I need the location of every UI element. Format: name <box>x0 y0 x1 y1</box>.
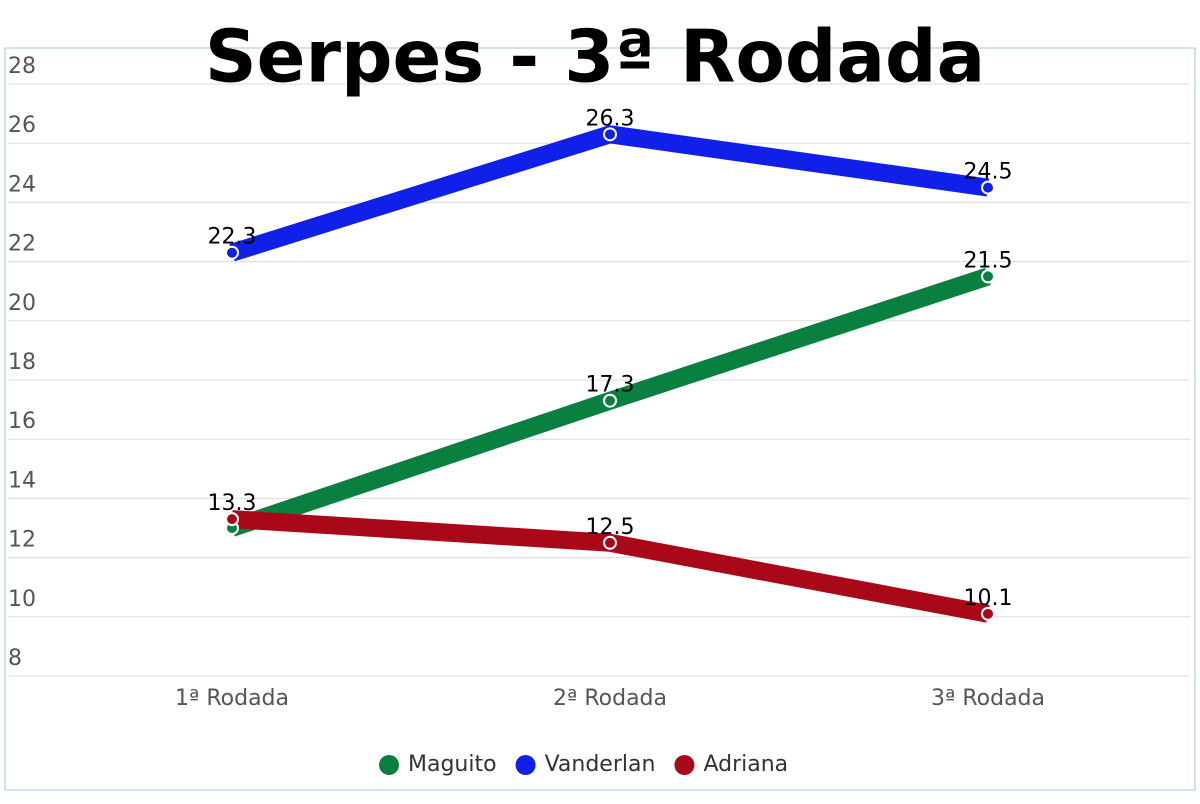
x-tick-label: 3ª Rodada <box>931 686 1045 711</box>
y-tick-label: 24 <box>8 172 36 197</box>
y-tick-label: 8 <box>8 646 22 671</box>
legend-marker <box>674 755 695 775</box>
data-label: 10.1 <box>964 586 1013 611</box>
data-label: 26.3 <box>586 106 635 131</box>
legend-marker <box>515 755 536 775</box>
point-marker <box>225 512 239 527</box>
point-marker <box>981 606 995 621</box>
y-tick-label: 14 <box>8 468 36 493</box>
data-label: 12.5 <box>586 515 635 540</box>
x-tick-label: 1ª Rodada <box>175 686 289 711</box>
data-label: 13.3 <box>208 491 257 516</box>
y-tick-label: 18 <box>8 350 36 375</box>
point-marker <box>603 535 617 550</box>
y-tick-label: 20 <box>8 291 36 316</box>
y-tick-label: 12 <box>8 528 36 553</box>
x-tick-label: 2ª Rodada <box>553 686 667 711</box>
y-tick-label: 22 <box>8 232 36 257</box>
legend-label: Adriana <box>703 752 788 777</box>
y-tick-label: 16 <box>8 409 36 434</box>
data-label: 22.3 <box>208 225 257 250</box>
data-label: 24.5 <box>964 160 1013 185</box>
y-tick-label: 10 <box>8 587 36 612</box>
data-label: 17.3 <box>586 373 635 398</box>
chart-border <box>4 47 1196 791</box>
point-marker <box>603 393 617 408</box>
chart-title: Serpes - 3ª Rodada <box>205 15 985 99</box>
legend-marker <box>379 755 399 775</box>
series-line <box>229 125 990 262</box>
point-marker <box>981 180 995 195</box>
data-label: 21.5 <box>964 248 1013 273</box>
y-tick-label: 26 <box>8 113 36 138</box>
point-marker <box>225 245 239 260</box>
legend-label: Maguito <box>408 752 497 777</box>
point-marker <box>981 269 995 284</box>
point-marker <box>603 127 617 142</box>
legend-label: Vanderlan <box>545 752 656 777</box>
y-tick-label: 28 <box>8 54 36 79</box>
